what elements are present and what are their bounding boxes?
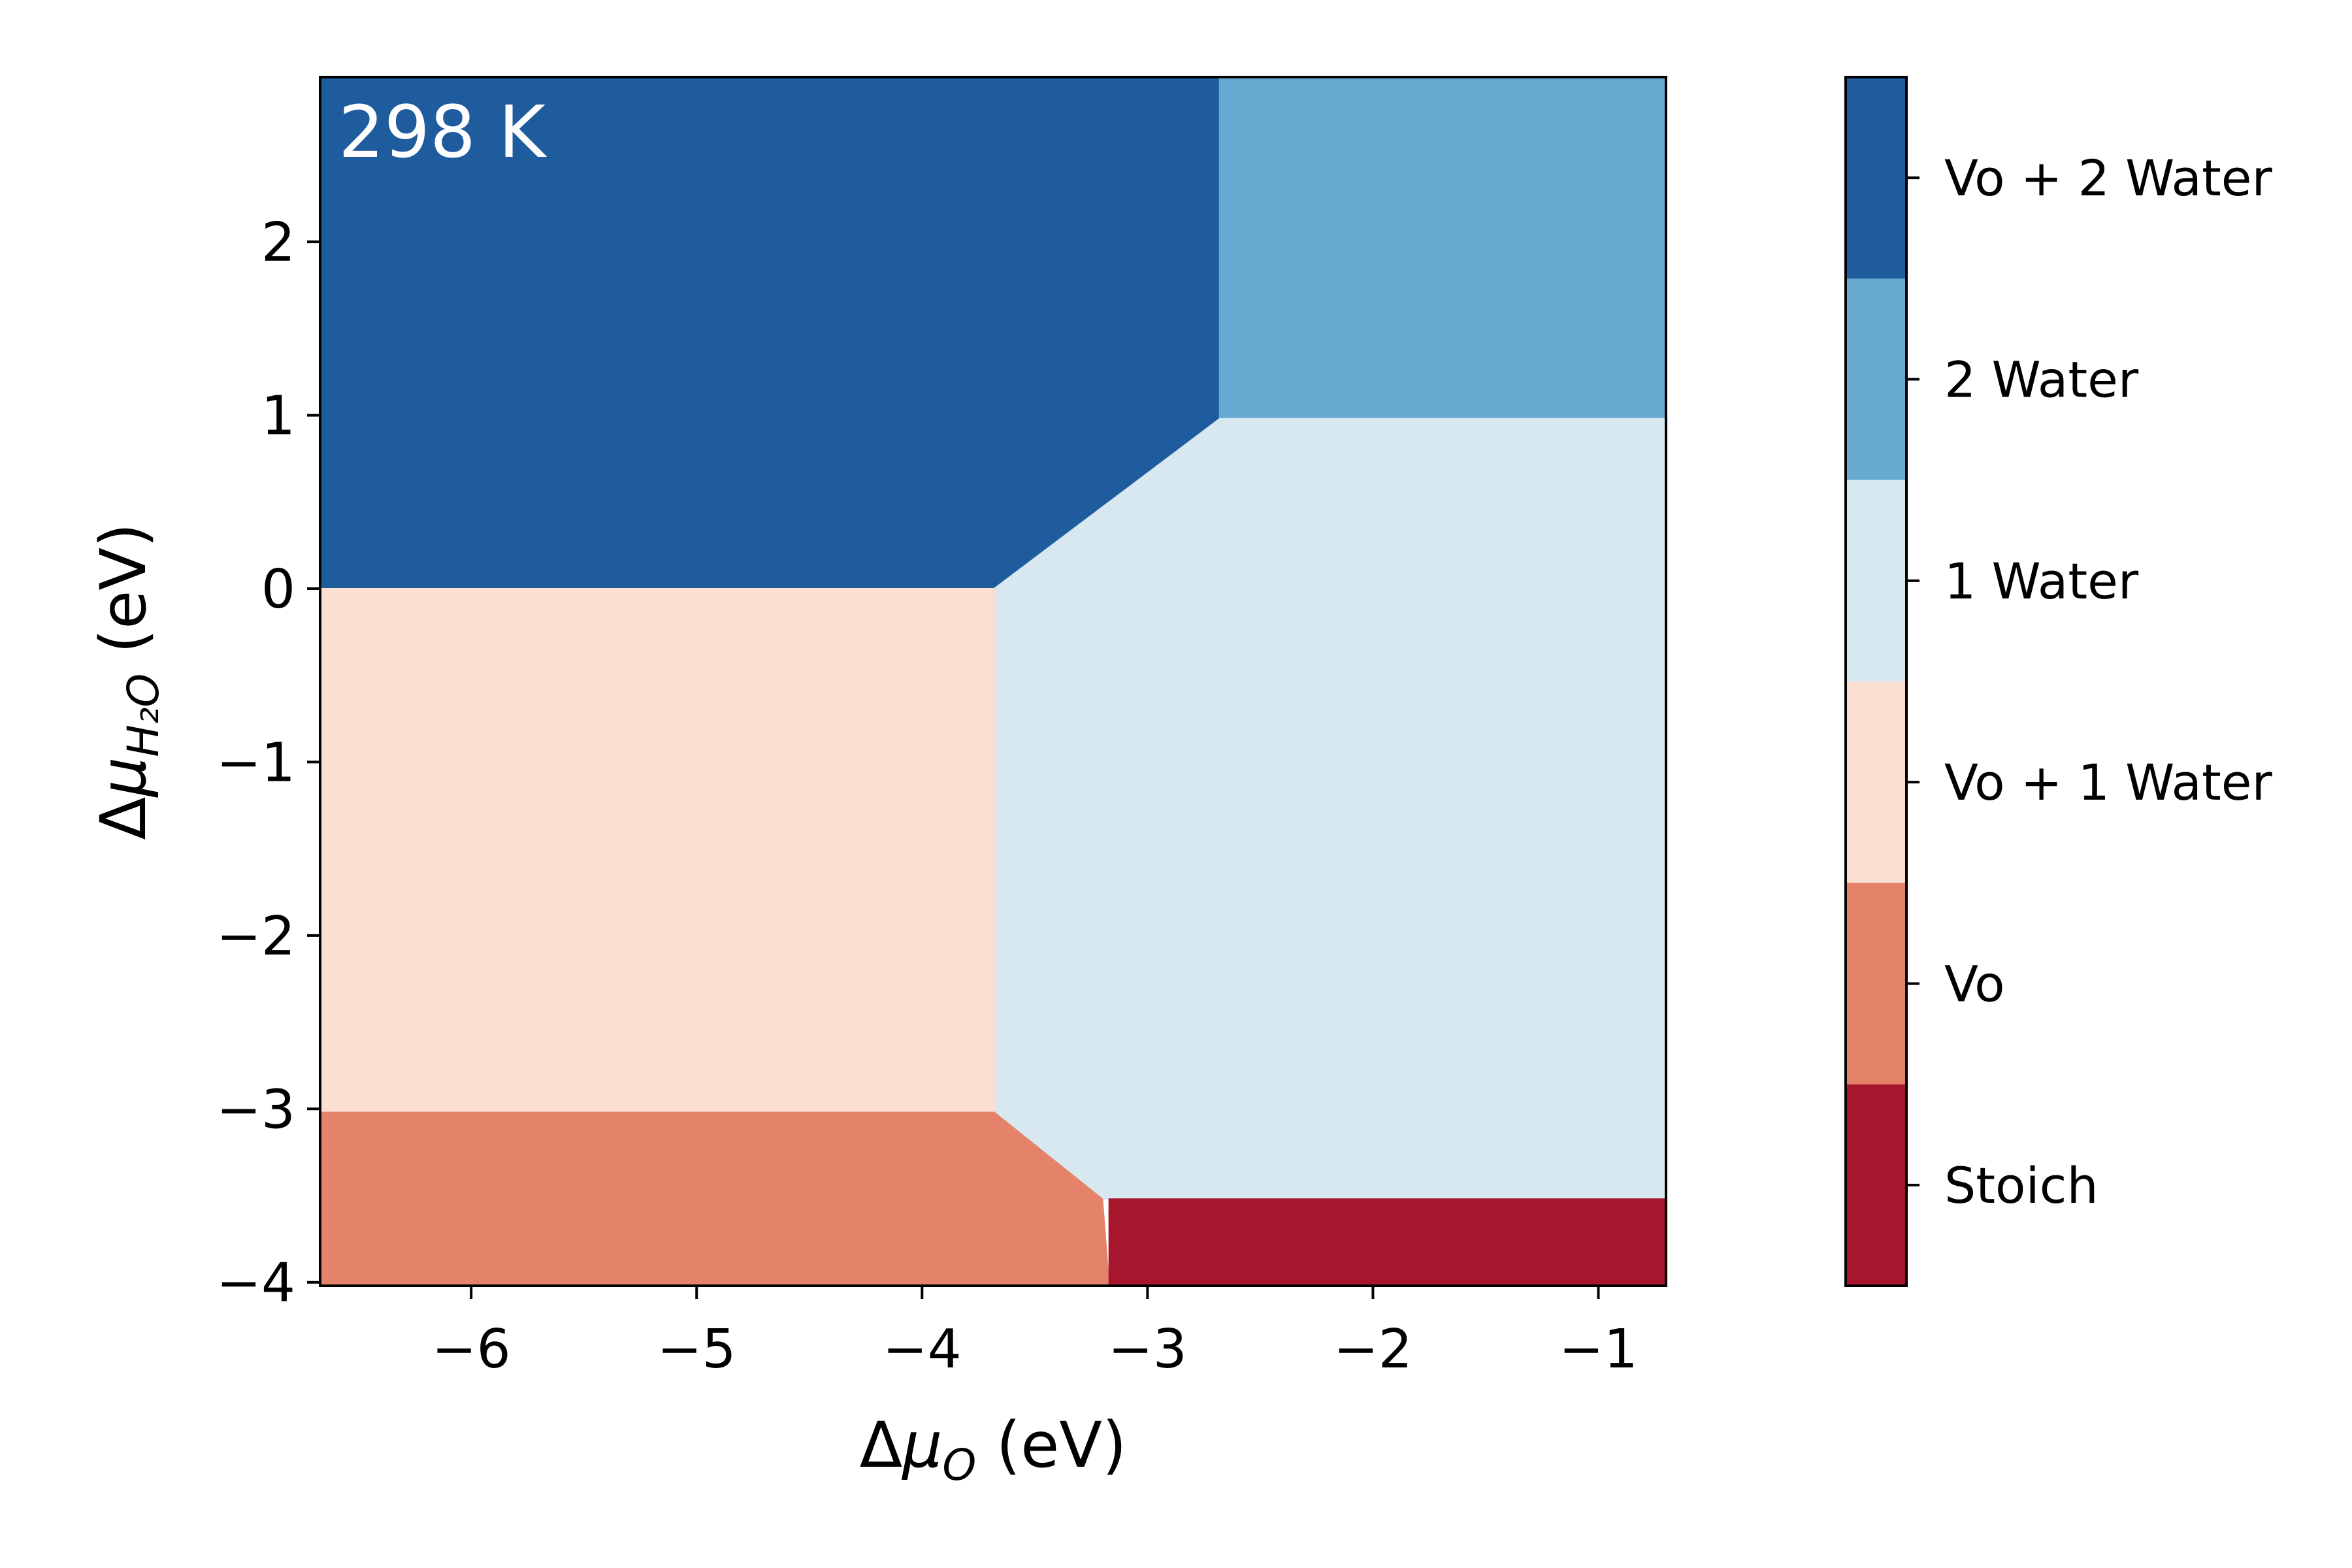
colorbar-label-vo-1-water: Vo + 1 Water: [1944, 753, 2273, 811]
region-stoich: [1108, 1198, 1667, 1286]
colorbar: Vo + 2 Water 2 Water 1 Water Vo + 1 Water Vo…: [1844, 76, 2273, 1287]
x-tick-label: −6: [432, 1318, 511, 1380]
colorbar-swatch-vo-1-water: [1846, 681, 1906, 883]
colorbar-label-stoich: Stoich: [1944, 1156, 2099, 1215]
x-tick-label: −2: [1333, 1318, 1413, 1380]
y-tick-label: −4: [216, 1252, 295, 1315]
y-axis-label: ΔμH₂O (eV): [87, 523, 169, 840]
colorbar-swatch-stoich: [1846, 1084, 1906, 1286]
x-tick-label: −4: [883, 1318, 962, 1380]
temperature-annotation: 298 K: [338, 90, 547, 174]
colorbar-swatch-vo: [1846, 883, 1906, 1085]
colorbar-frame: [1844, 76, 1908, 1287]
x-tick-label: −5: [657, 1318, 736, 1380]
colorbar-swatch-1-water: [1846, 480, 1906, 682]
y-tick-label: −3: [216, 1079, 295, 1141]
phase-regions: [319, 76, 1667, 1286]
colorbar-swatch-2-water: [1846, 278, 1906, 481]
x-axis-title: ΔμO (eV): [860, 1409, 1127, 1490]
region-vo: [319, 1111, 1110, 1286]
y-tick-label: 1: [261, 385, 295, 448]
region-vo-1-water: [319, 588, 995, 1113]
x-tick-label: −1: [1559, 1318, 1638, 1380]
y-axis-ticks: −4 −3 −2 −1 0 1 2: [216, 212, 320, 1315]
y-axis-title: ΔμH₂O (eV): [87, 523, 169, 840]
colorbar-label-1-water: 1 Water: [1944, 552, 2139, 610]
colorbar-label-vo-2-water: Vo + 2 Water: [1944, 149, 2273, 207]
plot-frame: [319, 76, 1667, 1287]
colorbar-label-2-water: 2 Water: [1944, 351, 2139, 409]
y-tick-label: −1: [216, 732, 295, 794]
y-tick-label: 0: [261, 559, 295, 621]
x-axis-label: ΔμO (eV): [860, 1409, 1127, 1490]
y-tick-label: 2: [261, 212, 295, 274]
x-tick-label: −3: [1108, 1318, 1187, 1380]
x-axis-ticks: −6 −5 −4 −3 −2 −1: [432, 1286, 1638, 1380]
colorbar-label-vo: Vo: [1944, 955, 2005, 1013]
y-tick-label: −2: [216, 906, 295, 968]
region-1-water: [993, 417, 1667, 1200]
colorbar-swatch-vo-2-water: [1846, 77, 1906, 279]
region-2-water: [1218, 76, 1667, 419]
